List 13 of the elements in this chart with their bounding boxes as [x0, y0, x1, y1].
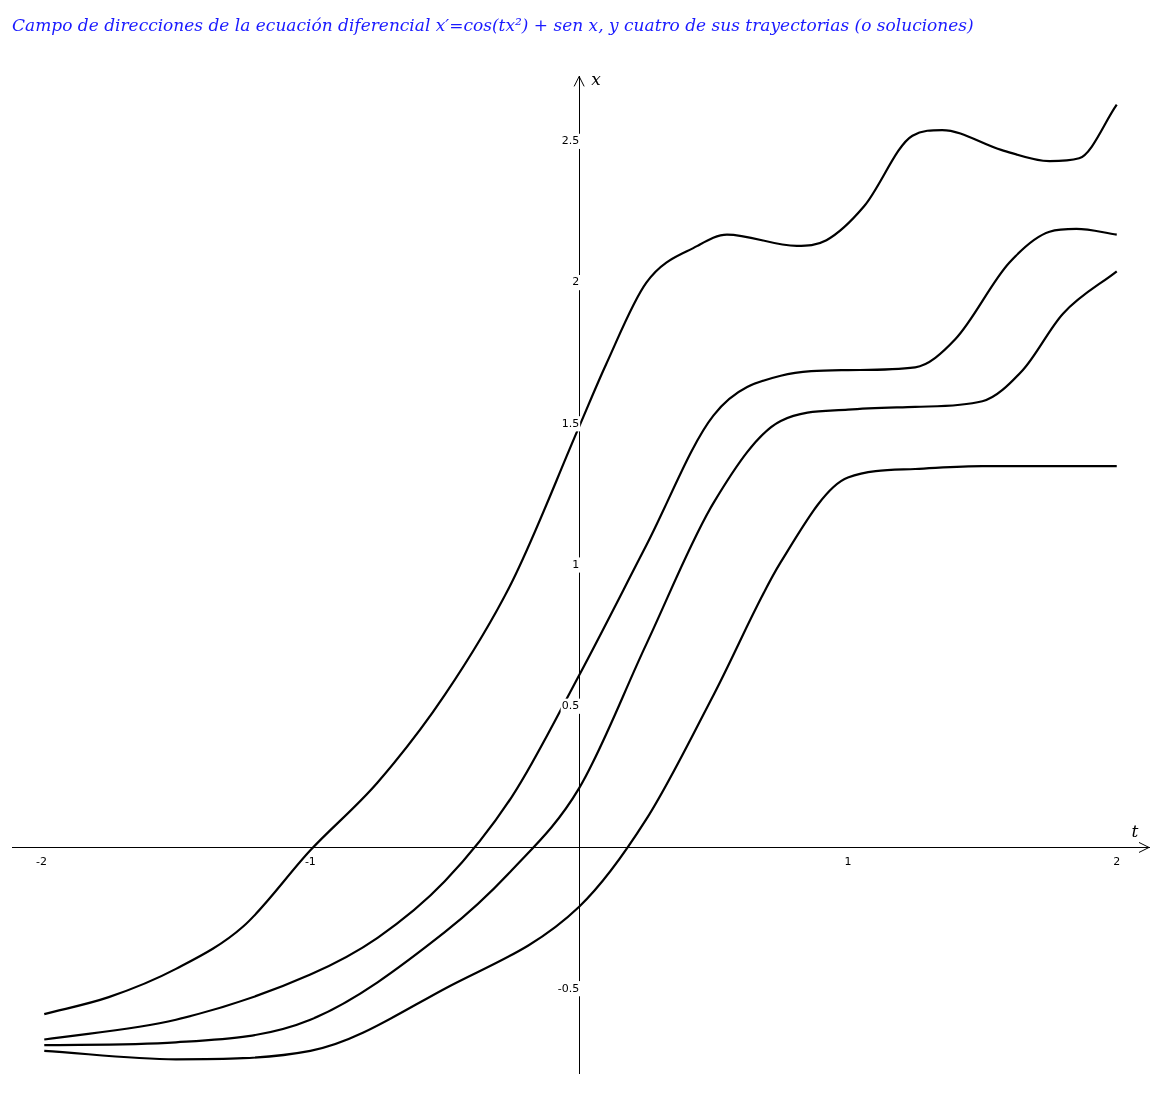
y-tick-label: 2	[572, 275, 580, 289]
x-tick-label: 2	[1113, 854, 1121, 868]
x-tick-label: 1	[844, 854, 852, 868]
y-tick-label: 1.5	[561, 416, 580, 430]
y-axis-title: x	[591, 68, 602, 89]
y-tick-label: 2.5	[561, 134, 580, 148]
x-axis-title: t	[1131, 821, 1139, 842]
y-tick-label: -0.5	[557, 981, 580, 995]
chart-title: Campo de direcciones de la ecuación diferencial x′=cos(tx²) + sen x, y cuatro de sus trayectorias (o soluciones)	[12, 14, 974, 35]
y-tick-label: 1	[572, 557, 580, 571]
y-tick-label: 0.5	[561, 699, 580, 713]
x-tick-label: -1	[304, 854, 316, 868]
x-tick-label: -2	[36, 854, 48, 868]
